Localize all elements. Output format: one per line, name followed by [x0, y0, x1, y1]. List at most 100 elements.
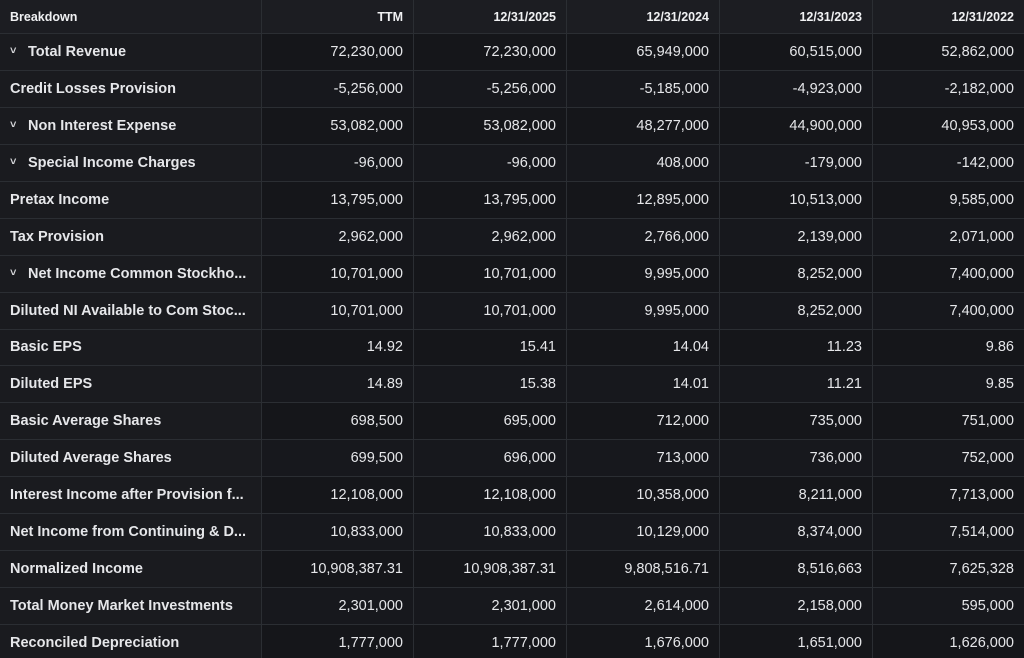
row-value: 2,158,000	[720, 588, 873, 625]
value-text: 698,500	[350, 413, 403, 430]
value-text: 1,676,000	[644, 634, 709, 651]
row-value: 53,082,000	[262, 107, 414, 145]
row-label-text: Diluted EPS	[10, 376, 93, 393]
header-col-ttm: TTM	[262, 0, 414, 34]
row-value: 10,701,000	[414, 292, 567, 330]
chevron-down-icon[interactable]: ˅	[10, 155, 17, 168]
row-label: Basic EPS	[0, 329, 262, 367]
value-text: 595,000	[961, 598, 1014, 615]
row-value: 8,252,000	[720, 255, 873, 293]
header-col-2022: 12/31/2022	[873, 0, 1024, 34]
header-col-2023: 12/31/2023	[720, 0, 873, 34]
value-text: -96,000	[353, 154, 403, 171]
value-text: 712,000	[656, 413, 709, 430]
chevron-down-icon[interactable]: ˅	[10, 118, 17, 131]
row-value: 1,676,000	[567, 625, 720, 658]
value-text: 9.86	[985, 339, 1014, 356]
value-text: 1,777,000	[491, 634, 556, 651]
value-text: -4,923,000	[792, 80, 862, 97]
value-text: 2,139,000	[797, 228, 862, 245]
row-value: 15.38	[414, 366, 567, 404]
value-text: 52,862,000	[941, 43, 1014, 60]
row-value: 53,082,000	[414, 107, 567, 145]
row-value: 10,358,000	[567, 477, 720, 515]
value-text: 1,626,000	[949, 634, 1014, 651]
row-value: 40,953,000	[873, 107, 1024, 145]
row-value: 751,000	[873, 403, 1024, 441]
row-label-text: Diluted Average Shares	[10, 450, 172, 467]
value-text: -179,000	[804, 154, 862, 171]
row-value: 12,108,000	[262, 477, 414, 515]
value-text: -142,000	[956, 154, 1014, 171]
row-value: 2,962,000	[414, 218, 567, 256]
value-text: 65,949,000	[636, 43, 709, 60]
row-value: 9,585,000	[873, 181, 1024, 219]
row-value: 7,400,000	[873, 292, 1024, 330]
row-value: 10,513,000	[720, 181, 873, 219]
value-text: 9,808,516.71	[624, 561, 709, 578]
row-value: 60,515,000	[720, 34, 873, 71]
row-label: Tax Provision	[0, 218, 262, 256]
row-label[interactable]: ˅ Special Income Charges	[0, 144, 262, 182]
row-value: 7,514,000	[873, 514, 1024, 552]
header-col-2025: 12/31/2025	[414, 0, 567, 34]
row-label-text: Net Income from Continuing & D...	[10, 524, 247, 541]
row-value: 408,000	[567, 144, 720, 182]
value-text: 408,000	[656, 154, 709, 171]
row-label: Credit Losses Provision	[0, 70, 262, 108]
row-value: 65,949,000	[567, 34, 720, 71]
row-value: 9,808,516.71	[567, 551, 720, 589]
row-label: Total Money Market Investments	[0, 588, 262, 625]
row-label: Interest Income after Provision f...	[0, 477, 262, 515]
row-value: -5,256,000	[414, 70, 567, 108]
row-value: 9,995,000	[567, 292, 720, 330]
row-label[interactable]: ˅ Total Revenue	[0, 34, 262, 71]
row-label: Reconciled Depreciation	[0, 625, 262, 658]
row-value: 72,230,000	[262, 34, 414, 71]
value-text: 2,071,000	[949, 228, 1014, 245]
row-value: 2,301,000	[414, 588, 567, 625]
row-value: -2,182,000	[873, 70, 1024, 108]
row-label: Basic Average Shares	[0, 403, 262, 441]
row-value: 2,071,000	[873, 218, 1024, 256]
chevron-down-icon[interactable]: ˅	[10, 266, 17, 279]
row-value: 44,900,000	[720, 107, 873, 145]
row-value: 1,777,000	[262, 625, 414, 658]
row-label-text: Basic Average Shares	[10, 413, 162, 430]
value-text: 10,701,000	[483, 302, 556, 319]
row-value: 9.85	[873, 366, 1024, 404]
row-value: 11.21	[720, 366, 873, 404]
row-value: 695,000	[414, 403, 567, 441]
row-label-text: Diluted NI Available to Com Stoc...	[10, 302, 246, 319]
row-value: 1,651,000	[720, 625, 873, 658]
value-text: 10,833,000	[330, 524, 403, 541]
value-text: 14.89	[366, 376, 403, 393]
row-label[interactable]: ˅ Net Income Common Stockho...	[0, 255, 262, 293]
value-text: 44,900,000	[789, 117, 862, 134]
row-label[interactable]: ˅ Non Interest Expense	[0, 107, 262, 145]
row-value: 10,833,000	[262, 514, 414, 552]
value-text: 2,614,000	[644, 598, 709, 615]
chevron-down-icon[interactable]: ˅	[10, 44, 17, 57]
value-text: 2,962,000	[338, 228, 403, 245]
row-value: 52,862,000	[873, 34, 1024, 71]
row-value: 14.01	[567, 366, 720, 404]
value-text: -2,182,000	[944, 80, 1014, 97]
row-label: Diluted Average Shares	[0, 440, 262, 478]
row-label-text: Total Revenue	[28, 43, 127, 60]
value-text: 8,211,000	[798, 487, 862, 504]
row-label-text: Credit Losses Provision	[10, 80, 176, 97]
row-value: 10,129,000	[567, 514, 720, 552]
value-text: -96,000	[506, 154, 556, 171]
row-value: -179,000	[720, 144, 873, 182]
value-text: 9,995,000	[644, 265, 709, 282]
value-text: 11.23	[826, 339, 862, 356]
row-value: 736,000	[720, 440, 873, 478]
value-text: 9.85	[985, 376, 1014, 393]
value-text: 10,358,000	[636, 487, 709, 504]
row-value: 9,995,000	[567, 255, 720, 293]
row-value: -4,923,000	[720, 70, 873, 108]
row-label-text: Pretax Income	[10, 191, 110, 208]
row-value: -142,000	[873, 144, 1024, 182]
value-text: 8,516,663	[797, 561, 862, 578]
